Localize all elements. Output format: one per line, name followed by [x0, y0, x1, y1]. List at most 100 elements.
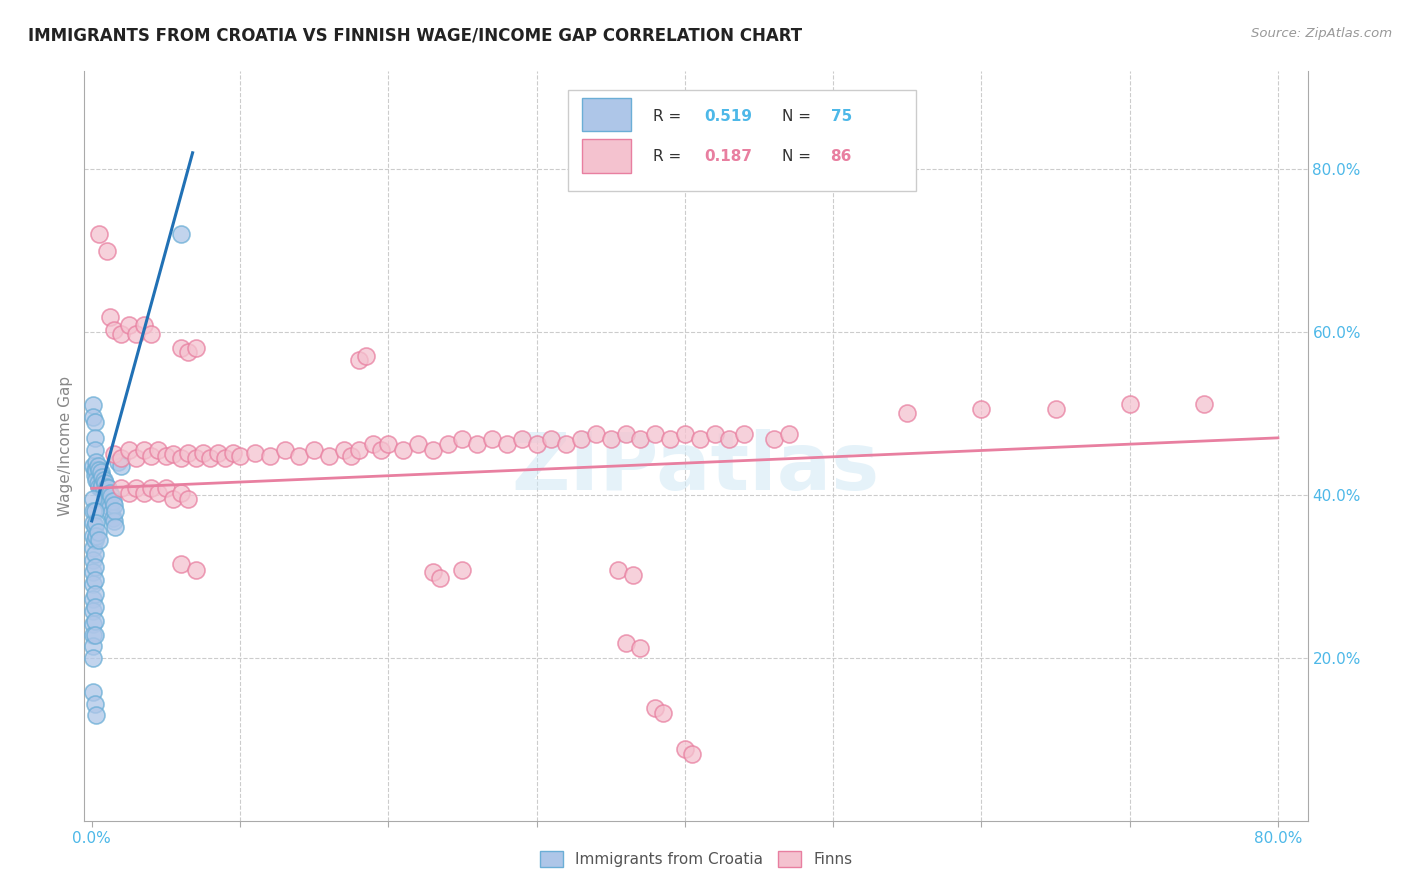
Point	[103, 498, 125, 512]
Point	[481, 433, 503, 447]
Point	[89, 533, 111, 547]
Point	[82, 553, 104, 567]
Point	[184, 451, 207, 466]
Point	[82, 603, 104, 617]
Point	[673, 426, 696, 441]
Point	[103, 447, 125, 461]
Point	[659, 433, 682, 447]
Point	[82, 616, 104, 631]
Point	[214, 451, 236, 466]
Point	[101, 494, 124, 508]
Point	[84, 528, 107, 542]
Point	[83, 587, 105, 601]
Point	[96, 244, 118, 258]
Point	[673, 742, 696, 756]
Point	[82, 504, 104, 518]
Point	[607, 563, 630, 577]
Point	[288, 449, 311, 463]
Point	[82, 650, 104, 665]
Point	[170, 341, 193, 355]
FancyBboxPatch shape	[582, 139, 631, 172]
Point	[110, 326, 132, 341]
Point	[104, 520, 127, 534]
Point	[83, 559, 105, 574]
Point	[83, 431, 105, 445]
Point	[302, 443, 325, 458]
Point	[422, 566, 444, 580]
Text: ZIPatlas: ZIPatlas	[512, 429, 880, 508]
Point	[82, 566, 104, 580]
Point	[733, 426, 755, 441]
Point	[82, 577, 104, 591]
Point	[1045, 402, 1067, 417]
Point	[370, 443, 392, 458]
Point	[89, 463, 111, 477]
Point	[132, 443, 155, 458]
Point	[628, 640, 651, 655]
Point	[970, 402, 993, 417]
Point	[585, 426, 607, 441]
Point	[93, 483, 115, 498]
Point	[177, 445, 200, 459]
Point	[451, 433, 474, 447]
Point	[94, 475, 117, 490]
Point	[84, 463, 107, 477]
Point	[118, 486, 141, 500]
Point	[347, 353, 370, 368]
Point	[82, 491, 104, 506]
Point	[83, 533, 105, 547]
Point	[86, 459, 108, 474]
Point	[103, 514, 125, 528]
Point	[377, 437, 399, 451]
Point	[91, 470, 114, 484]
Point	[84, 516, 107, 531]
Text: 0.519: 0.519	[704, 109, 752, 124]
Point	[90, 465, 112, 479]
Point	[94, 488, 117, 502]
Point	[621, 567, 644, 582]
Point	[100, 506, 122, 520]
Legend: Immigrants from Croatia, Finns: Immigrants from Croatia, Finns	[533, 845, 859, 873]
Point	[104, 504, 127, 518]
Text: 86: 86	[831, 149, 852, 163]
Point	[82, 592, 104, 607]
Text: N =: N =	[782, 109, 815, 124]
Point	[510, 433, 533, 447]
Point	[83, 518, 105, 533]
Point	[1192, 397, 1215, 411]
Point	[392, 443, 415, 458]
Point	[84, 473, 107, 487]
Point	[97, 496, 120, 510]
Point	[540, 433, 562, 447]
Point	[110, 459, 132, 474]
Point	[132, 318, 155, 333]
Point	[82, 685, 104, 699]
Point	[896, 406, 918, 420]
Point	[83, 415, 105, 429]
Point	[496, 437, 519, 451]
Point	[83, 697, 105, 711]
Point	[644, 426, 666, 441]
Point	[200, 451, 222, 466]
Point	[170, 486, 193, 500]
Point	[86, 475, 108, 490]
Point	[83, 443, 105, 458]
Point	[110, 481, 132, 495]
Point	[354, 350, 377, 364]
Point	[762, 433, 785, 447]
Point	[125, 451, 148, 466]
Point	[83, 547, 105, 561]
Point	[526, 437, 548, 451]
Text: R =: R =	[654, 149, 686, 163]
Point	[139, 326, 162, 341]
Point	[98, 500, 121, 514]
Point	[139, 449, 162, 463]
FancyBboxPatch shape	[582, 97, 631, 131]
Point	[83, 463, 105, 477]
Point	[207, 445, 229, 459]
Y-axis label: Wage/Income Gap: Wage/Income Gap	[58, 376, 73, 516]
Point	[614, 636, 637, 650]
Point	[107, 455, 129, 469]
Point	[125, 481, 148, 495]
Text: N =: N =	[782, 149, 815, 163]
